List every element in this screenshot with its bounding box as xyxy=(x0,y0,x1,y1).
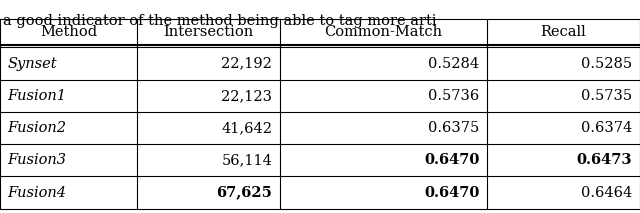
Text: Fusion3: Fusion3 xyxy=(8,153,67,167)
Text: Synset: Synset xyxy=(8,57,58,71)
Text: 0.6374: 0.6374 xyxy=(581,121,632,135)
Text: 0.6464: 0.6464 xyxy=(581,186,632,200)
Text: a good indicator of the method being able to tag more arti: a good indicator of the method being abl… xyxy=(3,14,437,28)
Text: Recall: Recall xyxy=(541,25,586,39)
Text: Intersection: Intersection xyxy=(163,25,253,39)
Text: 0.5284: 0.5284 xyxy=(428,57,479,71)
Text: Fusion1: Fusion1 xyxy=(8,89,67,103)
Text: 56,114: 56,114 xyxy=(221,153,273,167)
Text: Fusion2: Fusion2 xyxy=(8,121,67,135)
Text: 67,625: 67,625 xyxy=(216,186,273,200)
Text: 0.6470: 0.6470 xyxy=(424,153,479,167)
Text: 0.6470: 0.6470 xyxy=(424,186,479,200)
Text: 0.6375: 0.6375 xyxy=(428,121,479,135)
Text: 41,642: 41,642 xyxy=(221,121,273,135)
Text: 22,123: 22,123 xyxy=(221,89,273,103)
Text: Fusion4: Fusion4 xyxy=(8,186,67,200)
Text: Method: Method xyxy=(40,25,97,39)
Text: 0.5736: 0.5736 xyxy=(428,89,479,103)
Text: 0.6473: 0.6473 xyxy=(577,153,632,167)
Text: 0.5285: 0.5285 xyxy=(581,57,632,71)
Text: 22,192: 22,192 xyxy=(221,57,273,71)
Text: Common-Match: Common-Match xyxy=(324,25,443,39)
Text: 0.5735: 0.5735 xyxy=(581,89,632,103)
